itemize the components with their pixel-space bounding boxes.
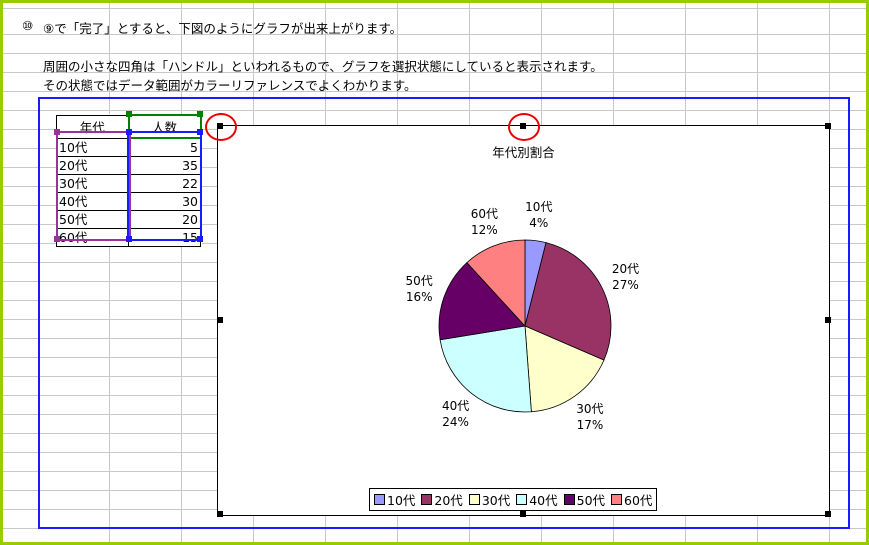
count-cell[interactable]: 15 [128,228,201,247]
legend-label: 20代 [434,493,463,508]
range-handle[interactable] [126,129,132,135]
pie-chart[interactable] [218,126,829,515]
data-label-percent: 27% [612,277,639,292]
instruction-line-1: ⑨で「完了」とすると、下図のようにグラフが出来上がります。 [43,21,403,36]
legend-swatch [516,494,528,505]
header-cell-age[interactable]: 年代 [56,114,129,139]
age-cell[interactable]: 30代 [56,174,129,193]
count-cell[interactable]: 5 [128,137,201,157]
pie-slice-40代[interactable] [439,325,532,413]
legend-label: 50代 [576,493,606,508]
data-label-percent: 16% [405,290,433,305]
legend-item[interactable]: 50代 [563,490,606,509]
step-number: ⑩ [22,18,34,33]
chart-legend[interactable]: 10代 20代 30代 40代 50代 60代 [369,488,658,511]
table-row: 50代 20 [56,210,201,229]
legend-item[interactable]: 10代 [374,490,415,509]
data-label-category: 60代 [470,206,499,221]
count-cell[interactable]: 35 [128,156,201,175]
chart-area[interactable]: 年代別割合 10代 4% 20代 27% 30代 17% 40代 24% 50代 16% 60代 12… [217,125,830,516]
instruction-line-2: 周囲の小さな四角は「ハンドル」といわれるもので、グラフを選択状態にしていると表示… [43,59,603,74]
legend-swatch [468,494,480,505]
data-label-category: 40代 [441,398,470,413]
age-cell[interactable]: 20代 [56,156,129,175]
range-handle[interactable] [54,129,60,135]
resize-handle[interactable] [217,317,223,323]
resize-handle[interactable] [825,317,831,323]
legend-item[interactable]: 30代 [468,490,511,509]
resize-handle[interactable] [825,123,831,129]
data-label-category: 10代 [525,199,553,214]
annotation-circle [508,113,540,141]
table-row: 30代 22 [56,174,201,193]
table-row: 40代 30 [56,192,201,211]
resize-handle[interactable] [217,511,223,517]
annotation-circle [205,113,237,141]
data-label-category: 30代 [576,402,604,417]
legend-label: 40代 [529,493,558,508]
table-row: 20代 35 [56,156,201,175]
resize-handle[interactable] [520,511,526,517]
data-label[interactable]: 20代 27% [612,261,639,293]
count-cell[interactable]: 22 [128,174,201,193]
age-cell[interactable]: 60代 [56,228,129,247]
data-label[interactable]: 50代 16% [406,273,433,305]
legend-label: 60代 [624,493,653,508]
age-cell[interactable]: 50代 [56,210,129,229]
legend-swatch [611,494,623,505]
data-label[interactable]: 40代 24% [442,398,469,430]
range-handle[interactable] [197,129,203,135]
instruction-line-3: その状態ではデータ範囲がカラーリファレンスでよくわかります。 [43,78,417,93]
legend-label: 10代 [387,493,416,508]
range-handle[interactable] [197,236,203,242]
data-label-percent: 12% [471,222,498,237]
legend-label: 30代 [481,493,511,508]
pie-slice-30代[interactable] [524,325,605,413]
legend-item[interactable]: 40代 [516,490,558,509]
range-handle[interactable] [126,111,132,117]
legend-item[interactable]: 60代 [611,490,652,509]
age-cell[interactable]: 10代 [56,137,129,157]
table-row: 60代 15 [56,228,201,247]
table-row: 10代 5 [56,137,201,157]
resize-handle[interactable] [825,511,831,517]
range-handle[interactable] [54,236,60,242]
data-label-percent: 17% [576,418,604,433]
legend-swatch [563,494,575,505]
range-handle[interactable] [126,236,132,242]
count-cell[interactable]: 20 [128,210,201,229]
data-label-percent: 4% [529,215,549,230]
legend-swatch [421,494,433,505]
data-label[interactable]: 30代 17% [576,401,603,433]
count-cell[interactable]: 30 [128,192,201,211]
legend-swatch [374,494,385,505]
pie-slice-20代[interactable] [524,242,612,361]
chart-title[interactable]: 年代別割合 [492,145,555,160]
data-label[interactable]: 60代 12% [471,206,498,238]
legend-item[interactable]: 20代 [421,490,463,509]
data-label-category: 50代 [405,274,433,289]
screenshot-frame [38,97,850,529]
data-label[interactable]: 10代 4% [525,199,552,231]
range-handle[interactable] [197,111,203,117]
pie-slice-50代[interactable] [438,262,526,341]
data-label-category: 20代 [611,261,640,276]
pie-slice-60代[interactable] [466,239,526,328]
header-cell-count[interactable]: 人数 [127,114,202,139]
age-cell[interactable]: 40代 [56,192,129,211]
data-label-percent: 24% [442,414,469,429]
